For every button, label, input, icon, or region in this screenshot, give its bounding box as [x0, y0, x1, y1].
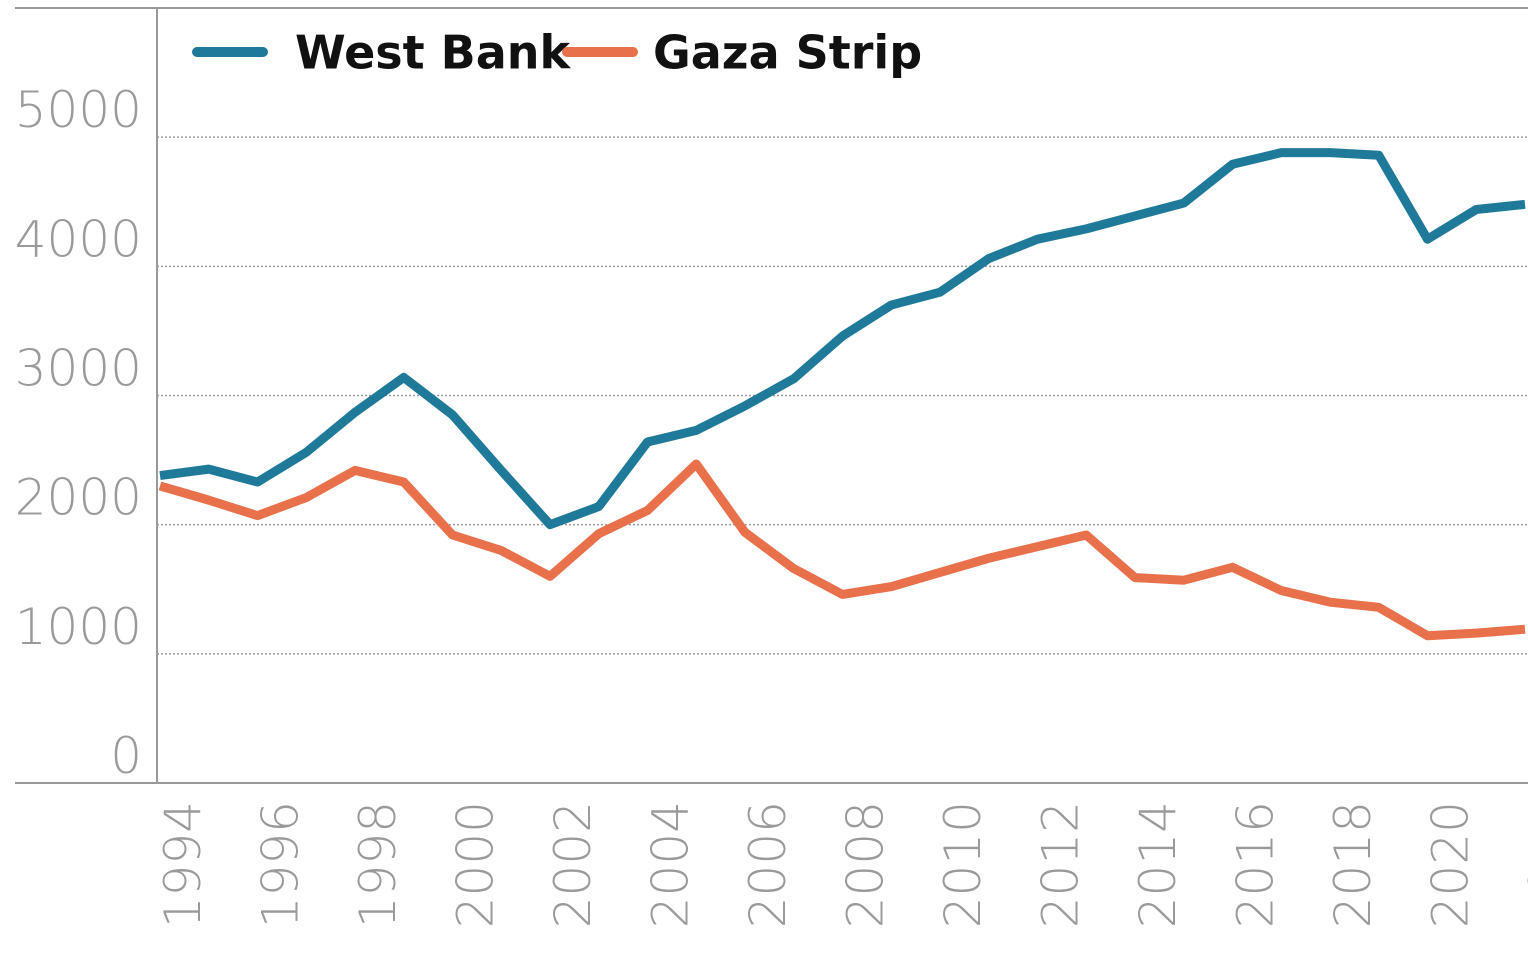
x-tick-label: 2002	[544, 801, 602, 928]
y-tick-label: 1000	[15, 598, 142, 656]
x-tick-label: 1994	[154, 801, 212, 928]
x-tick-label: 2008	[837, 801, 895, 928]
x-tick-label: 2006	[739, 801, 797, 928]
x-tick-label: 1998	[349, 801, 407, 928]
y-tick-label: 0	[110, 727, 142, 785]
y-tick-label: 5000	[15, 81, 142, 139]
x-tick-label: 2014	[1129, 801, 1187, 928]
x-tick-label: 2000	[447, 801, 505, 928]
y-tick-label: 4000	[15, 210, 142, 268]
x-tick-label: 2020	[1422, 801, 1480, 928]
y-tick-label: 3000	[15, 340, 142, 398]
line-series	[159, 148, 1526, 530]
x-tick-label: 2004	[642, 801, 700, 928]
y-tick-label: 2000	[15, 469, 142, 527]
line-series	[158, 459, 1526, 641]
x-tick-label: 2016	[1227, 801, 1285, 928]
x-tick-label: 2012	[1032, 801, 1090, 928]
x-tick-label: 2022	[1519, 801, 1528, 928]
x-tick-label: 2010	[934, 801, 992, 928]
x-tick-label: 1996	[252, 801, 310, 928]
legend-label: West Bank	[295, 26, 572, 80]
x-tick-label: 2018	[1324, 801, 1382, 928]
legend-label: Gaza Strip	[653, 26, 922, 80]
